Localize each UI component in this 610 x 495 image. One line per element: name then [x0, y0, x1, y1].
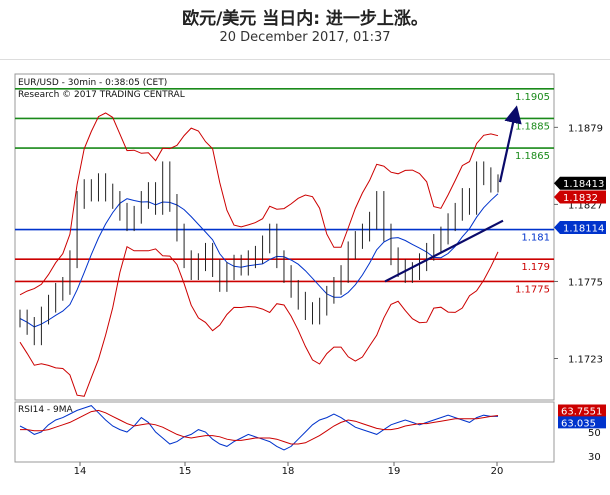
- y-tick-label-2: 1.1775: [568, 277, 603, 288]
- rsi-y-tick-1: 50: [588, 428, 601, 439]
- price-tag-box-0: [554, 176, 606, 190]
- level-label-5: 1.1775: [515, 284, 550, 295]
- forecast-arrow: [498, 105, 522, 183]
- price-tag-box-2: [554, 221, 606, 235]
- price-tag-label-1: 1.1832: [563, 193, 598, 204]
- x-tick-label-4: 20: [491, 466, 504, 477]
- rsi-label: RSI14 - 9MA: [18, 405, 74, 415]
- level-label-4: 1.179: [521, 262, 550, 273]
- price-tags: 1.18413 1.1832 1.18114: [554, 176, 606, 235]
- x-tick-label-0: 14: [74, 466, 87, 477]
- trend-lines: [384, 105, 522, 283]
- x-axis-ticks: 14 15 18 19 20: [74, 462, 504, 477]
- rsi-panel-frame: [14, 401, 555, 463]
- rsi-tag-label-1: 63.035: [561, 418, 596, 429]
- level-label-1: 1.1885: [515, 121, 550, 132]
- research-info: Research © 2017 TRADING CENTRAL: [18, 90, 185, 100]
- rsi-ma-line: [20, 409, 499, 445]
- y-axis-ticks: 1.1879 1.1827 1.1775 1.1723: [554, 123, 603, 366]
- support-trendline: [384, 219, 504, 283]
- price-series: [19, 161, 499, 346]
- y-tick-label-1: 1.1827: [568, 200, 603, 211]
- y-tick-label-3: 1.1723: [568, 355, 603, 366]
- x-tick-label-2: 18: [282, 466, 295, 477]
- y-tick-label-0: 1.1879: [568, 123, 603, 134]
- bollinger-bands: [19, 112, 499, 397]
- lower-band: [19, 245, 499, 397]
- header-divider: [0, 59, 610, 60]
- rsi-tag-label-0: 63.7551: [561, 406, 602, 417]
- rsi-y-tick-2: 30: [588, 452, 601, 463]
- price-tag-box-1: [554, 190, 606, 204]
- level-label-3: 1.181: [521, 233, 550, 244]
- upper-band: [19, 112, 499, 296]
- levels-layer: 1.1905 1.1885 1.1865 1.181 1.179 1.1775: [15, 88, 554, 295]
- rsi-tag-box-1: [558, 416, 606, 429]
- header: 欧元/美元 当日内: 进一步上涨。 20 December 2017, 01:3…: [0, 0, 610, 60]
- page-subtitle: 20 December 2017, 01:37: [219, 30, 391, 45]
- level-label-2: 1.1865: [515, 151, 550, 162]
- price-tag-label-0: 1.18413: [563, 179, 604, 190]
- rsi-tag-box-0: [558, 404, 606, 417]
- page-title: 欧元/美元 当日内: 进一步上涨。: [182, 9, 428, 29]
- x-tick-label-1: 15: [179, 466, 192, 477]
- level-label-0: 1.1905: [515, 92, 550, 103]
- price-panel-frame: [14, 73, 555, 401]
- symbol-info: EUR/USD - 30min - 0:38:05 (CET): [18, 78, 167, 88]
- middle-band: [19, 193, 499, 328]
- x-tick-label-3: 19: [388, 466, 401, 477]
- price-tag-label-2: 1.18114: [563, 224, 604, 235]
